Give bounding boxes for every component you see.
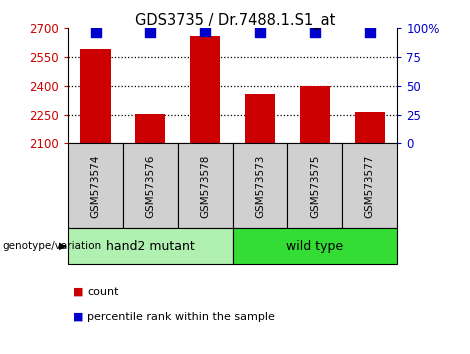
Bar — [123, 143, 178, 228]
Bar — [68, 228, 233, 264]
Text: GSM573577: GSM573577 — [365, 154, 375, 218]
Text: count: count — [87, 287, 118, 297]
Bar — [288, 143, 342, 228]
Point — [147, 29, 154, 35]
Bar — [178, 143, 233, 228]
Bar — [342, 143, 397, 228]
Point — [311, 29, 319, 35]
Bar — [135, 114, 165, 143]
Text: percentile rank within the sample: percentile rank within the sample — [87, 312, 275, 322]
Bar — [300, 86, 330, 143]
Point — [366, 29, 374, 35]
Bar — [68, 143, 123, 228]
Bar — [245, 95, 275, 143]
Text: GDS3735 / Dr.7488.1.S1_at: GDS3735 / Dr.7488.1.S1_at — [135, 12, 335, 29]
Text: hand2 mutant: hand2 mutant — [106, 240, 195, 252]
Point — [256, 29, 264, 35]
Text: GSM573573: GSM573573 — [255, 154, 265, 218]
Text: genotype/variation: genotype/variation — [2, 241, 102, 251]
Text: GSM573578: GSM573578 — [200, 154, 210, 218]
Text: GSM573576: GSM573576 — [145, 154, 156, 218]
Text: ■: ■ — [73, 287, 83, 297]
Bar — [233, 228, 397, 264]
Text: wild type: wild type — [286, 240, 344, 252]
Point — [202, 28, 209, 34]
Bar — [80, 50, 110, 143]
Text: ■: ■ — [73, 312, 83, 322]
Bar — [190, 36, 220, 143]
Text: ▶: ▶ — [59, 241, 67, 251]
Bar — [233, 143, 288, 228]
Text: GSM573575: GSM573575 — [310, 154, 320, 218]
Bar — [355, 112, 385, 143]
Point — [92, 29, 99, 35]
Text: GSM573574: GSM573574 — [91, 154, 101, 218]
